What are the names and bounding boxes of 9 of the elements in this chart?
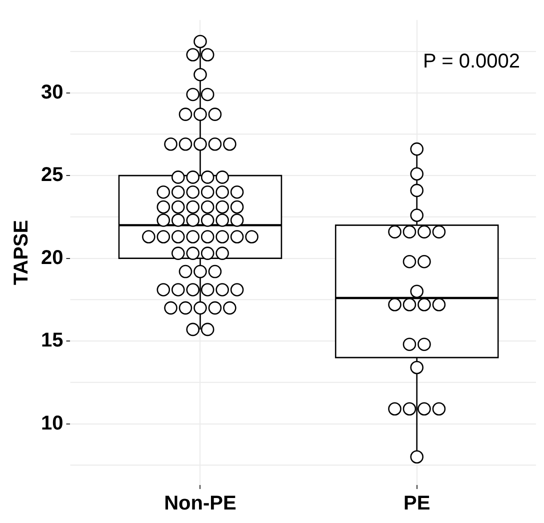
y-tick-label: 30 [40, 81, 64, 104]
x-tick-label: PE [404, 492, 430, 515]
y-tick-label: 20 [40, 246, 64, 269]
x-tick-label: Non-PE [164, 492, 236, 515]
y-tick-label: 10 [40, 412, 64, 434]
y-tick-label: 15 [40, 330, 64, 352]
y-axis-title: TAPSE [10, 220, 33, 286]
annotation: P = 0.0002 [423, 50, 520, 73]
y-tick-label: 25 [40, 164, 64, 186]
